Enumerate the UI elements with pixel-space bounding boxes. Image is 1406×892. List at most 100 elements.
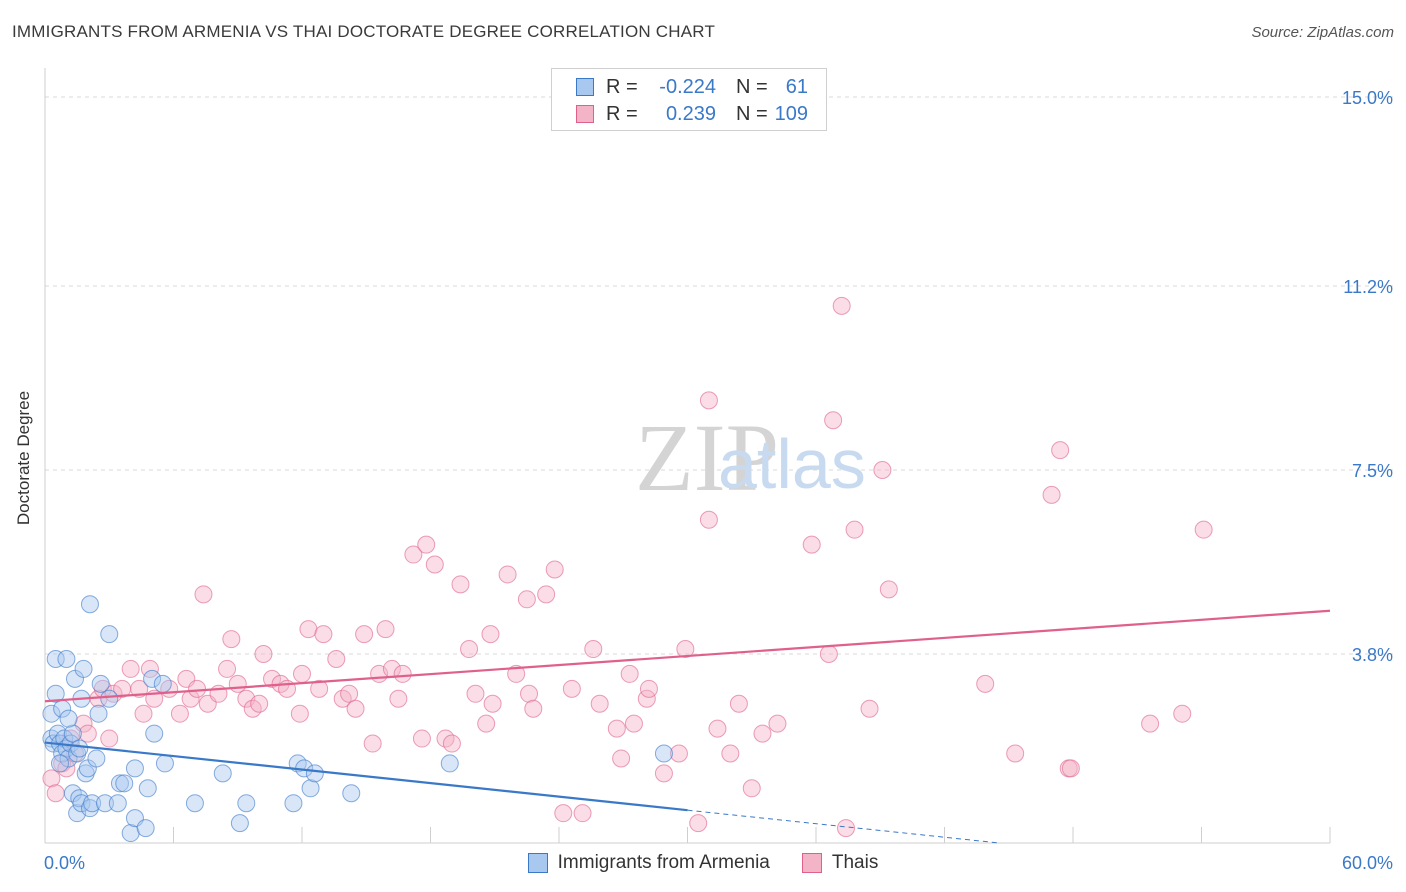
data-point — [460, 640, 479, 659]
data-point — [83, 794, 102, 813]
y-tick-label: 11.2% — [1343, 277, 1393, 297]
data-point — [213, 764, 232, 783]
y-tick-label: 7.5% — [1352, 461, 1393, 481]
data-point — [125, 759, 144, 778]
data-point — [100, 689, 119, 708]
watermark: ZIP atlas — [635, 404, 866, 511]
series-legend: Immigrants from Armenia Thais — [0, 852, 1406, 874]
data-point — [590, 694, 609, 713]
data-point — [50, 754, 69, 773]
data-point — [301, 779, 320, 798]
data-point — [342, 784, 361, 803]
data-point — [299, 620, 318, 639]
data-point — [537, 585, 556, 604]
data-point — [70, 739, 89, 758]
data-point — [153, 674, 172, 693]
data-point — [676, 640, 695, 659]
watermark-zip: ZIP — [635, 404, 779, 511]
data-point — [689, 814, 708, 833]
data-point — [768, 714, 787, 733]
data-point — [554, 804, 573, 823]
data-point — [91, 674, 110, 693]
y-tick-label: 15.0% — [1342, 88, 1393, 108]
legend-r-value: 0.239 — [665, 102, 716, 125]
data-point — [836, 819, 855, 838]
data-point — [263, 669, 282, 688]
data-point — [46, 684, 65, 703]
legend-n-label: N = — [736, 75, 768, 98]
data-point — [699, 391, 718, 410]
data-point — [155, 754, 174, 773]
data-point — [355, 625, 374, 644]
data-point — [545, 560, 564, 579]
x-tick-label: 60.0% — [1342, 853, 1393, 873]
data-point — [87, 749, 106, 768]
legend-item-armenia[interactable]: Immigrants from Armenia — [527, 852, 770, 874]
legend-label-thais: Thais — [831, 852, 879, 873]
data-point — [108, 794, 127, 813]
data-point — [620, 664, 639, 683]
data-point — [284, 794, 303, 813]
data-point — [46, 784, 65, 803]
data-point — [100, 729, 119, 748]
watermark-atlas: atlas — [718, 425, 866, 503]
data-point — [1141, 714, 1160, 733]
data-point — [573, 804, 592, 823]
data-point — [654, 744, 673, 763]
correlation-legend: R = -0.224 N = 61 R = 0.239 N = 109 — [551, 68, 827, 131]
data-point — [80, 595, 99, 614]
data-point — [451, 575, 470, 594]
legend-swatch-thais — [801, 853, 822, 873]
data-point — [218, 659, 237, 678]
data-point — [136, 819, 155, 838]
data-point — [393, 664, 412, 683]
data-point — [228, 674, 247, 693]
data-point — [327, 649, 346, 668]
tick-labels: 3.8% 7.5% 11.2% 15.0% 0.0% 60.0% — [44, 88, 1393, 873]
data-point — [138, 779, 157, 798]
legend-swatch-thais — [576, 105, 594, 123]
data-point — [832, 296, 851, 315]
data-point — [584, 640, 603, 659]
data-point — [134, 704, 153, 723]
data-point — [185, 794, 204, 813]
data-point — [290, 704, 309, 723]
gridlines — [45, 96, 1395, 655]
data-point — [1061, 759, 1080, 778]
data-point — [860, 699, 879, 718]
legend-item-thais[interactable]: Thais — [801, 852, 879, 874]
data-point — [507, 664, 526, 683]
data-point — [63, 724, 82, 743]
data-point — [612, 749, 631, 768]
data-point — [477, 714, 496, 733]
data-point — [417, 535, 436, 554]
data-point — [1042, 485, 1061, 504]
data-point — [121, 659, 140, 678]
data-point — [607, 719, 626, 738]
data-point — [721, 744, 740, 763]
axes — [44, 68, 1331, 844]
data-point — [188, 679, 207, 698]
data-point — [1006, 744, 1025, 763]
trend-line-dashed — [687, 809, 1000, 844]
trend-line-solid — [44, 741, 688, 812]
data-point — [293, 664, 311, 683]
data-point — [143, 669, 162, 688]
data-point — [708, 719, 727, 738]
data-point — [72, 794, 91, 813]
series-thais — [42, 296, 1213, 838]
data-point — [425, 555, 444, 574]
data-point — [483, 694, 502, 713]
data-point — [517, 590, 536, 609]
data-point — [845, 520, 864, 539]
data-point — [440, 754, 459, 773]
data-point — [42, 704, 61, 723]
data-point — [59, 709, 78, 728]
legend-row-armenia: R = -0.224 N = 61 — [552, 75, 808, 99]
data-point — [442, 734, 461, 753]
legend-r-label: R = — [606, 75, 638, 98]
legend-r-label: R = — [606, 102, 638, 125]
data-point — [110, 774, 129, 793]
data-point — [819, 645, 838, 664]
